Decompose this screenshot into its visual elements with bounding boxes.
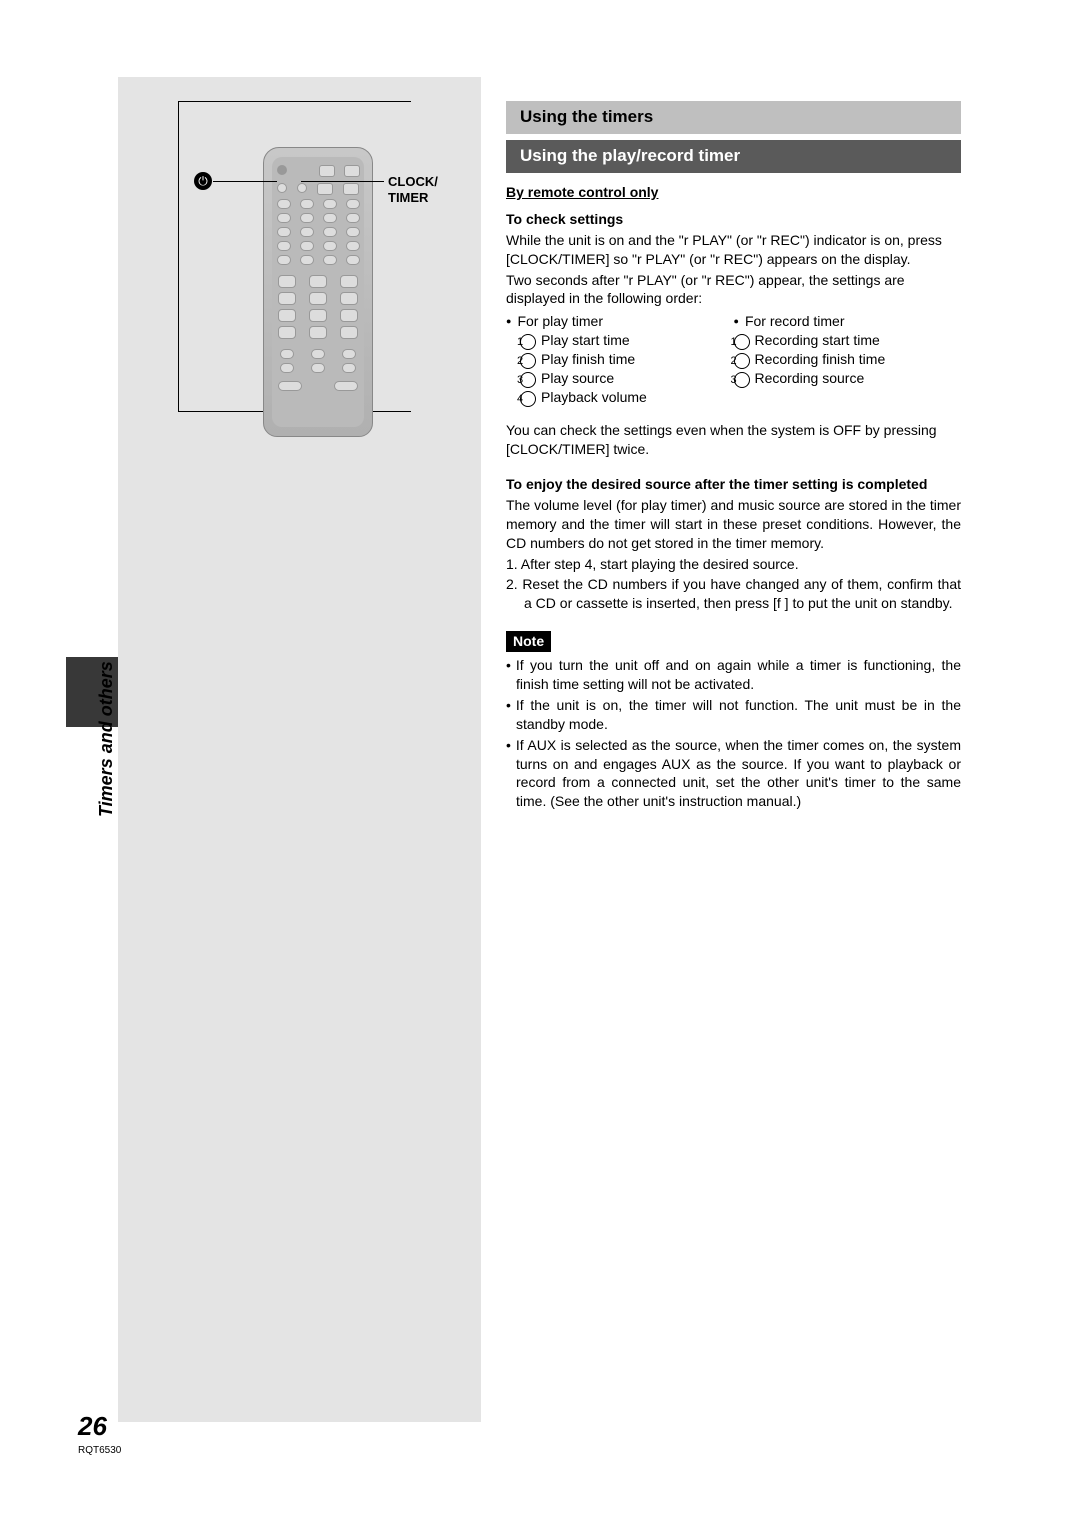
- note-3: If AUX is selected as the source, when t…: [516, 736, 961, 812]
- play-timer-col: For play timer 1Play start time 2Play fi…: [506, 312, 734, 407]
- record-timer-label: For record timer: [734, 312, 962, 331]
- callout-line-clock: [301, 181, 384, 182]
- check-para2: Two seconds after "r PLAY" (or "r REC") …: [506, 271, 961, 309]
- by-remote-only: By remote control only: [506, 183, 961, 202]
- enjoy-steps: 1. After step 4, start playing the desir…: [506, 555, 961, 614]
- left-column: ⏻ CLOCK/ TIMER Timers and others 26 RQT6…: [66, 65, 486, 1465]
- remote-control-illustration: [263, 147, 373, 437]
- note-1: If you turn the unit off and on again wh…: [516, 656, 961, 694]
- play-item-4: 4Playback volume: [506, 388, 734, 407]
- enjoy-heading: To enjoy the desired source after the ti…: [506, 475, 961, 494]
- callout-line-power: [213, 181, 277, 182]
- remote-inner: [272, 157, 364, 427]
- heading-play-record-timer: Using the play/record timer: [506, 140, 961, 173]
- timer-columns: For play timer 1Play start time 2Play fi…: [506, 312, 961, 407]
- rec-item-3: 3Recording source: [734, 369, 962, 388]
- right-column: Using the timers Using the play/record t…: [506, 65, 961, 813]
- play-timer-label: For play timer: [506, 312, 734, 331]
- bracket-top: [178, 101, 411, 102]
- enjoy-step-2: 2. Reset the CD numbers if you have chan…: [524, 575, 961, 613]
- check-para1: While the unit is on and the "r PLAY" (o…: [506, 231, 961, 269]
- section-title: Timers and others: [96, 661, 117, 817]
- note-2: If the unit is on, the timer will not fu…: [516, 696, 961, 734]
- record-timer-col: For record timer 1Recording start time 2…: [734, 312, 962, 407]
- enjoy-para: The volume level (for play timer) and mu…: [506, 496, 961, 553]
- document-code: RQT6530: [78, 1445, 121, 1456]
- check-settings-heading: To check settings: [506, 210, 961, 229]
- content-body: By remote control only To check settings…: [506, 183, 961, 811]
- power-icon: ⏻: [194, 172, 212, 190]
- play-item-2: 2Play finish time: [506, 350, 734, 369]
- callout-clock-timer: CLOCK/ TIMER: [388, 174, 438, 207]
- bracket-left: [178, 101, 179, 411]
- heading-using-timers: Using the timers: [506, 101, 961, 134]
- enjoy-step-1: 1. After step 4, start playing the desir…: [524, 555, 961, 574]
- check-off: You can check the settings even when the…: [506, 421, 961, 459]
- note-list: If you turn the unit off and on again wh…: [506, 656, 961, 811]
- play-item-3: 3Play source: [506, 369, 734, 388]
- rec-item-1: 1Recording start time: [734, 331, 962, 350]
- manual-page: ⏻ CLOCK/ TIMER Timers and others 26 RQT6…: [66, 65, 1016, 1465]
- page-number: 26: [78, 1411, 107, 1442]
- play-item-1: 1Play start time: [506, 331, 734, 350]
- rec-item-2: 2Recording finish time: [734, 350, 962, 369]
- note-label: Note: [506, 631, 551, 652]
